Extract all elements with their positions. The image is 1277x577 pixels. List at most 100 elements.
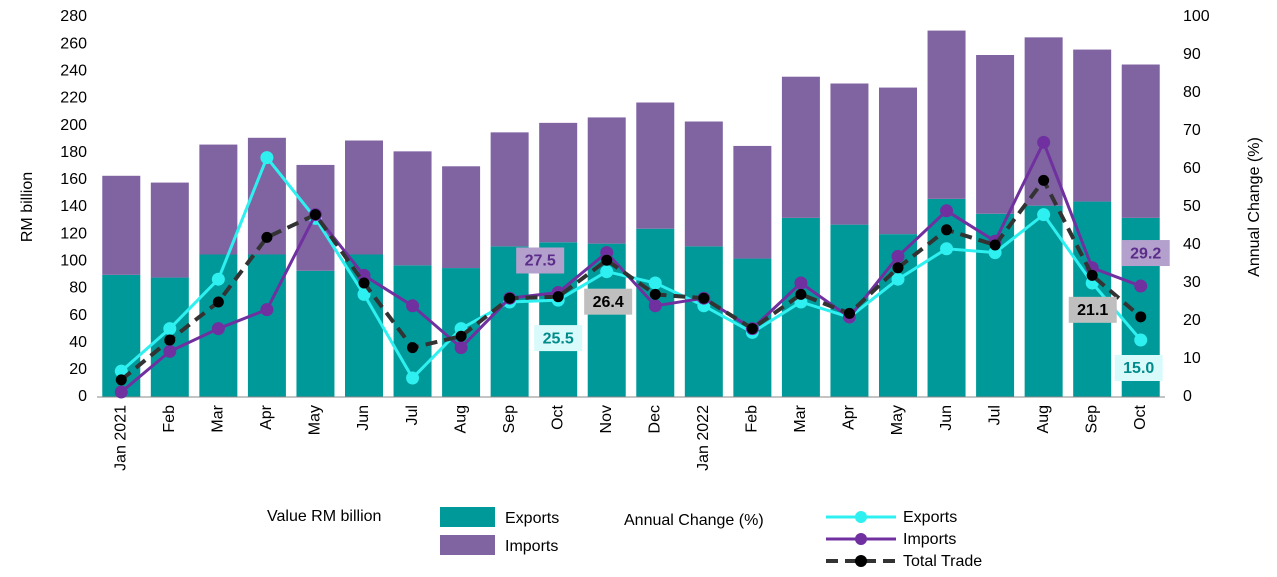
point xyxy=(940,204,954,218)
point xyxy=(357,287,371,301)
x-tick-label: May xyxy=(307,405,324,435)
y-tick-label: 20 xyxy=(69,361,87,378)
x-tick-label: Jun xyxy=(938,405,955,431)
point xyxy=(648,276,662,290)
x-tick-label: Aug xyxy=(452,405,469,433)
x-tick-label: May xyxy=(889,405,906,435)
legend-label: Imports xyxy=(505,538,558,555)
bar xyxy=(1024,205,1063,397)
point xyxy=(891,272,905,286)
point xyxy=(260,303,274,317)
bar xyxy=(684,246,723,397)
x-tick-label: Apr xyxy=(841,404,858,430)
point xyxy=(406,371,420,385)
point xyxy=(648,299,662,313)
point xyxy=(1134,279,1148,293)
y-tick-label: 220 xyxy=(60,90,87,107)
point xyxy=(892,262,904,274)
x-tick-label: Mar xyxy=(792,404,809,432)
legend-marker xyxy=(855,511,867,523)
bar xyxy=(879,87,917,235)
point xyxy=(552,291,564,303)
point xyxy=(1037,208,1051,222)
legend-label: Exports xyxy=(903,509,957,526)
point xyxy=(211,322,225,336)
bar xyxy=(1073,49,1112,202)
y-tick-label: 160 xyxy=(60,171,87,188)
point xyxy=(698,292,710,304)
bar xyxy=(102,175,141,275)
y-tick-label: 200 xyxy=(60,117,87,134)
x-tick-label: Jul xyxy=(404,405,421,425)
bar xyxy=(733,145,772,259)
y-tick-label: 100 xyxy=(60,253,87,270)
x-tick-label: Jan 2022 xyxy=(695,405,712,471)
legend-marker xyxy=(855,533,867,545)
y-tick-label: 180 xyxy=(60,144,87,161)
bar xyxy=(296,270,335,397)
x-tick-label: Aug xyxy=(1035,405,1052,433)
y2-tick-label: 100 xyxy=(1183,8,1210,25)
x-tick-label: Jul xyxy=(986,405,1003,425)
legend-swatch xyxy=(440,535,495,555)
y-tick-label: 280 xyxy=(60,8,87,25)
x-tick-label: Jun xyxy=(355,405,372,431)
x-tick-label: Feb xyxy=(744,405,761,433)
y-tick-label: 0 xyxy=(78,388,87,405)
y2-tick-label: 20 xyxy=(1183,312,1201,329)
point xyxy=(649,288,661,300)
value-label-box xyxy=(584,288,633,315)
bar xyxy=(247,254,286,397)
x-tick-label: Sep xyxy=(501,405,518,434)
y2-tick-label: 90 xyxy=(1183,46,1201,63)
value-label: 21.1 xyxy=(1077,302,1108,319)
value-label-box xyxy=(1068,296,1117,323)
y2-tick-label: 80 xyxy=(1183,84,1201,101)
point xyxy=(795,288,807,300)
bar xyxy=(927,30,966,199)
legend-label: Imports xyxy=(903,531,956,548)
bar xyxy=(539,122,578,243)
point xyxy=(1038,174,1050,186)
point xyxy=(843,307,855,319)
x-tick-label: Jan 2021 xyxy=(112,405,129,471)
point xyxy=(455,330,467,342)
value-label: 29.2 xyxy=(1130,245,1161,262)
point xyxy=(164,334,176,346)
x-tick-label: Mar xyxy=(210,404,227,432)
point xyxy=(1086,269,1098,281)
point xyxy=(114,385,128,399)
y-tick-label: 240 xyxy=(60,63,87,80)
point xyxy=(212,296,224,308)
y-tick-label: 120 xyxy=(60,225,87,242)
bar xyxy=(976,55,1015,214)
bar xyxy=(199,144,238,255)
legend-swatch xyxy=(440,507,495,527)
point xyxy=(794,276,808,290)
bar xyxy=(830,83,869,225)
y2-axis-label: Annual Change (%) xyxy=(1246,137,1263,277)
x-tick-label: Apr xyxy=(258,404,275,430)
value-label: 25.5 xyxy=(543,330,574,347)
x-tick-label: Oct xyxy=(1132,404,1149,429)
point xyxy=(600,265,614,279)
point xyxy=(260,151,274,165)
point xyxy=(601,254,613,266)
bar xyxy=(150,182,189,278)
point xyxy=(1134,333,1148,347)
point xyxy=(940,242,954,256)
legend-title: Annual Change (%) xyxy=(624,512,764,529)
point xyxy=(211,272,225,286)
point xyxy=(1135,311,1147,323)
point xyxy=(309,209,321,221)
point xyxy=(114,364,128,378)
point xyxy=(163,344,177,358)
bar xyxy=(636,228,675,397)
y-tick-label: 140 xyxy=(60,198,87,215)
value-label: 15.0 xyxy=(1123,360,1154,377)
y2-tick-label: 10 xyxy=(1183,350,1201,367)
point xyxy=(407,342,419,354)
y2-tick-label: 70 xyxy=(1183,122,1201,139)
legend-marker xyxy=(855,555,867,567)
y2-tick-label: 60 xyxy=(1183,160,1201,177)
